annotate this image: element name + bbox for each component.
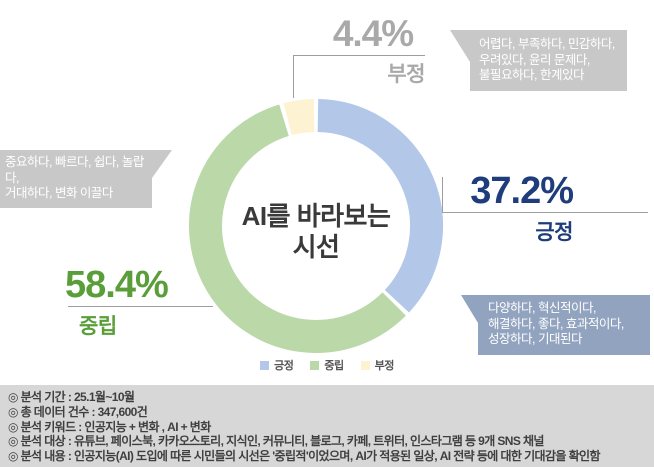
leader-line-positive-horizontal — [442, 212, 648, 213]
neutral-percentage: 58.4% — [65, 264, 169, 306]
callout-negative-line1: 어렵다, 부족하다, 민감하다, — [479, 37, 615, 51]
legend: 긍정 중립 부정 — [0, 357, 654, 373]
info-analysis-keywords: ◎ 분석 키워드 : 인공지능 + 변화 , AI + 변화 — [8, 419, 211, 434]
callout-positive-line3: 성장하다, 기대된다 — [488, 332, 582, 346]
callout-negative-line2: 우려있다, 윤리 문제다, — [479, 52, 590, 67]
positive-percentage: 37.2% — [470, 170, 574, 212]
donut-center-title: AI를 바라보는 시선 — [216, 201, 416, 263]
legend-item-neutral: 중립 — [310, 357, 344, 373]
info-analysis-summary: ◎ 분석 내용 : 인공지능(AI) 도입에 따른 시민들의 시선은 '중립적'… — [8, 449, 600, 464]
donut-center-title-line1: AI를 바라보는 — [241, 201, 391, 231]
info-analysis-period: ◎ 분석 기간 : 25.1월~10월 — [8, 390, 135, 404]
callout-negative-line3: 불필요하다, 한계있다 — [479, 68, 584, 82]
callout-positive-line1: 다양하다, 혁신적이다, — [488, 301, 596, 315]
positive-label: 긍정 — [535, 221, 573, 244]
legend-label-positive: 긍정 — [274, 360, 294, 372]
callout-neutral-line1: 중요하다, 빠르다, 쉽다, 놀랍다, — [5, 155, 144, 185]
donut-segment-positive — [317, 99, 443, 313]
legend-swatch-positive — [260, 360, 270, 370]
callout-neutral-keywords: 중요하다, 빠르다, 쉽다, 놀랍다, 거대하다, 변화 이끌다 — [0, 150, 172, 208]
legend-item-negative: 부정 — [360, 357, 395, 373]
leader-line-neutral-horizontal — [68, 306, 213, 307]
callout-positive-line2: 해결하다, 좋다, 효과적이다, — [488, 316, 624, 331]
callout-neutral-line2: 거대하다, 변화 이끌다 — [5, 186, 113, 200]
leader-line-negative-vertical — [293, 55, 294, 98]
legend-label-negative: 부정 — [374, 360, 395, 372]
neutral-label: 중립 — [79, 315, 117, 338]
negative-label: 부정 — [387, 63, 425, 86]
info-analysis-targets: ◎ 분석 대상 : 유튜브, 페이스북, 카카오스토리, 지식인, 커뮤니티, … — [8, 434, 544, 449]
callout-positive-keywords: 다양하다, 혁신적이다, 해결하다, 좋다, 효과적이다, 성장하다, 기대된다 — [461, 295, 650, 355]
donut-center-title-line2: 시선 — [292, 232, 340, 262]
analysis-info-panel: ◎ 분석 기간 : 25.1월~10월 ◎ 총 데이터 건수 : 347,600… — [0, 385, 654, 467]
legend-swatch-neutral — [310, 360, 320, 370]
leader-line-negative-horizontal — [293, 55, 425, 56]
legend-item-positive: 긍정 — [260, 357, 294, 373]
donut-segment-negative — [283, 99, 315, 136]
callout-negative-keywords: 어렵다, 부족하다, 민감하다, 우려있다, 윤리 문제다, 불필요하다, 한계… — [450, 30, 627, 91]
legend-label-neutral: 중립 — [324, 360, 344, 372]
info-data-count: ◎ 총 데이터 건수 : 347,600건 — [8, 404, 148, 419]
legend-swatch-negative — [360, 360, 370, 370]
donut-segment-neutral — [189, 104, 406, 353]
negative-percentage: 4.4% — [332, 13, 414, 54]
leader-line-positive-vertical — [442, 177, 443, 212]
